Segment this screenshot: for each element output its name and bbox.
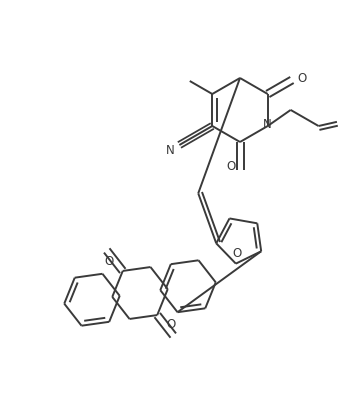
Text: O: O bbox=[232, 247, 242, 260]
Text: O: O bbox=[166, 318, 176, 331]
Text: N: N bbox=[165, 144, 174, 157]
Text: O: O bbox=[297, 72, 306, 84]
Text: O: O bbox=[227, 160, 236, 173]
Text: O: O bbox=[104, 255, 113, 268]
Text: N: N bbox=[263, 118, 272, 131]
